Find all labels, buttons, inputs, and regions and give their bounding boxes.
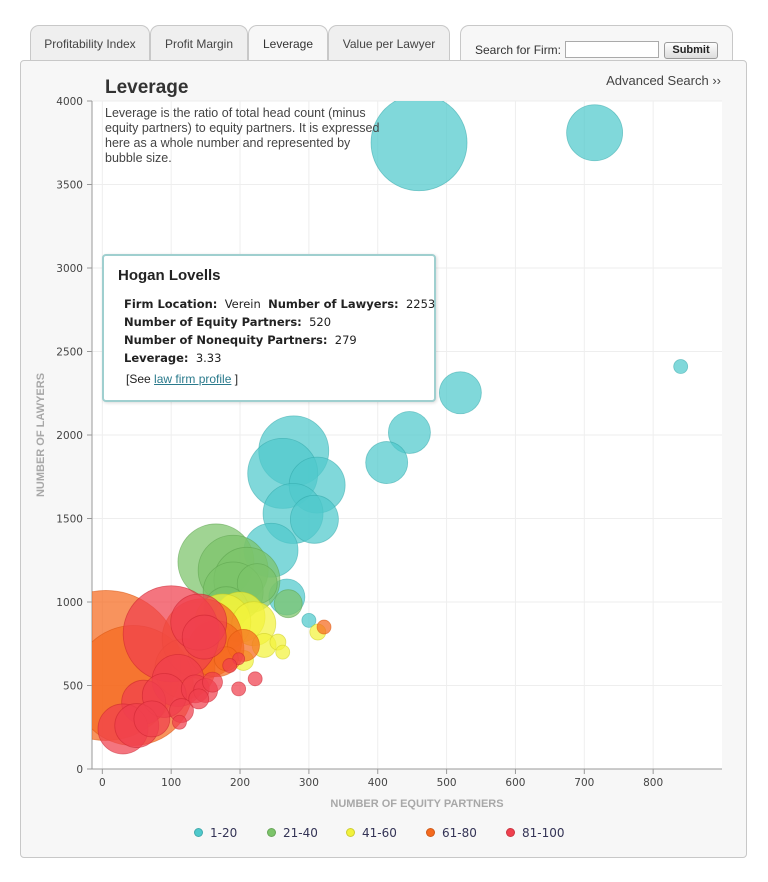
tooltip-see-prefix: [See [126,372,155,386]
x-tick-label: 300 [299,777,319,789]
legend-label: 41-60 [362,826,397,840]
tooltip-leverage-label: Leverage: [124,351,189,365]
bubble-81-100[interactable] [181,614,227,660]
y-tick-label: 500 [63,681,83,693]
axes: 0 500 1000 1500 2000 2500 3000 3500 4000 0 100 200 3… [56,96,722,789]
legend-item-61-80[interactable]: 61-80 [426,826,477,840]
search-input[interactable] [565,41,659,58]
bubble-1-20[interactable] [438,371,482,415]
bubble-1-20[interactable] [365,441,409,484]
legend-item-81-100[interactable]: 81-100 [506,826,565,840]
bubble-81-100[interactable] [133,700,171,738]
legend-item-41-60[interactable]: 41-60 [346,826,397,840]
legend-label: 81-100 [522,826,565,840]
legend-dot-61-80 [426,828,435,837]
bubble-81-100[interactable] [222,658,238,673]
page-title: Leverage [105,77,189,98]
bubble-81-100[interactable] [231,681,247,697]
bubble-1-20[interactable] [301,612,317,628]
tooltip-location-value: Verein [224,297,261,311]
legend-label: 1-20 [210,826,238,840]
x-tick-label: 600 [505,777,525,789]
tooltip-leverage-value: 3.33 [195,351,222,365]
legend-dot-81-100 [506,828,515,837]
x-tick-label: 400 [368,777,388,789]
legend-dot-21-40 [267,828,276,837]
tooltip-lawyers-label: Number of Lawyers: [268,297,399,311]
y-tick-label: 1500 [56,514,83,526]
advanced-search-link[interactable]: Advanced Search ›› [606,73,721,88]
firm-search: Search for Firm: Submit [460,25,733,62]
bubble-81-100[interactable] [202,671,223,693]
firm-tooltip: Hogan Lovells Firm Location: Verein Numb… [102,254,436,402]
x-tick-label: 800 [643,777,663,789]
tooltip-row-nonequity: Number of Nonequity Partners: 279 [124,333,357,347]
legend-dot-41-60 [346,828,355,837]
tab-value-per-lawyer[interactable]: Value per Lawyer [328,25,450,60]
tooltip-lawyers-value: 2253 [405,297,436,311]
bubbles [92,95,689,755]
tooltip-nonequity-label: Number of Nonequity Partners: [124,333,328,347]
bubble-1-20[interactable] [388,411,431,454]
y-tick-label: 3500 [56,180,83,192]
tooltip-row-leverage: Leverage: 3.33 [124,351,221,365]
bubble-81-100[interactable] [247,671,263,687]
y-axis-label: NUMBER OF LAWYERS [35,373,47,497]
tooltip-location-label: Firm Location: [124,297,218,311]
y-tick-label: 3000 [56,263,83,275]
legend-dot-1-20 [194,828,203,837]
y-tick-label: 2500 [56,347,83,359]
search-label: Search for Firm: [475,43,562,57]
legend-item-21-40[interactable]: 21-40 [267,826,318,840]
y-tick-label: 2000 [56,430,83,442]
tooltip-row-location: Firm Location: Verein Number of Lawyers:… [124,297,435,311]
y-tick-label: 0 [76,764,83,776]
description: Leverage is the ratio of total head coun… [105,106,380,165]
x-tick-label: 100 [161,777,181,789]
tooltip-nonequity-value: 279 [334,333,357,347]
tooltip-profile-row: [See law firm profile ] [126,372,238,386]
x-tick-label: 700 [574,777,594,789]
bubble-1-20[interactable] [370,95,468,192]
bubble-21-40[interactable] [273,589,303,619]
tooltip-equity-label: Number of Equity Partners: [124,315,302,329]
x-axis-label: NUMBER OF EQUITY PARTNERS [330,798,503,810]
bubble-1-20[interactable] [673,359,689,374]
tooltip-firm-name: Hogan Lovells [118,267,221,284]
tooltip-equity-value: 520 [309,315,332,329]
tab-leverage[interactable]: Leverage [248,25,328,62]
legend-item-1-20[interactable]: 1-20 [194,826,237,840]
submit-button[interactable]: Submit [664,42,718,59]
bubble-1-20[interactable] [289,494,339,544]
bubble-81-100[interactable] [172,714,187,730]
law-firm-profile-link[interactable]: law firm profile [154,372,232,386]
x-tick-label: 200 [230,777,250,789]
y-tick-label: 1000 [56,597,83,609]
y-tick-label: 4000 [56,96,83,108]
legend-label: 61-80 [442,826,477,840]
x-tick-label: 0 [99,777,106,789]
tab-profit-margin[interactable]: Profit Margin [150,25,248,60]
tab-profitability-index[interactable]: Profitability Index [30,25,150,60]
tooltip-row-equity: Number of Equity Partners: 520 [124,315,331,329]
bubble-61-80[interactable] [316,619,332,635]
tooltip-see-suffix: ] [231,372,239,386]
legend-label: 21-40 [283,826,318,840]
x-tick-label: 500 [437,777,457,789]
bubble-1-20[interactable] [566,104,624,162]
bubble-41-60[interactable] [275,644,291,660]
bubble-81-100[interactable] [188,688,210,710]
